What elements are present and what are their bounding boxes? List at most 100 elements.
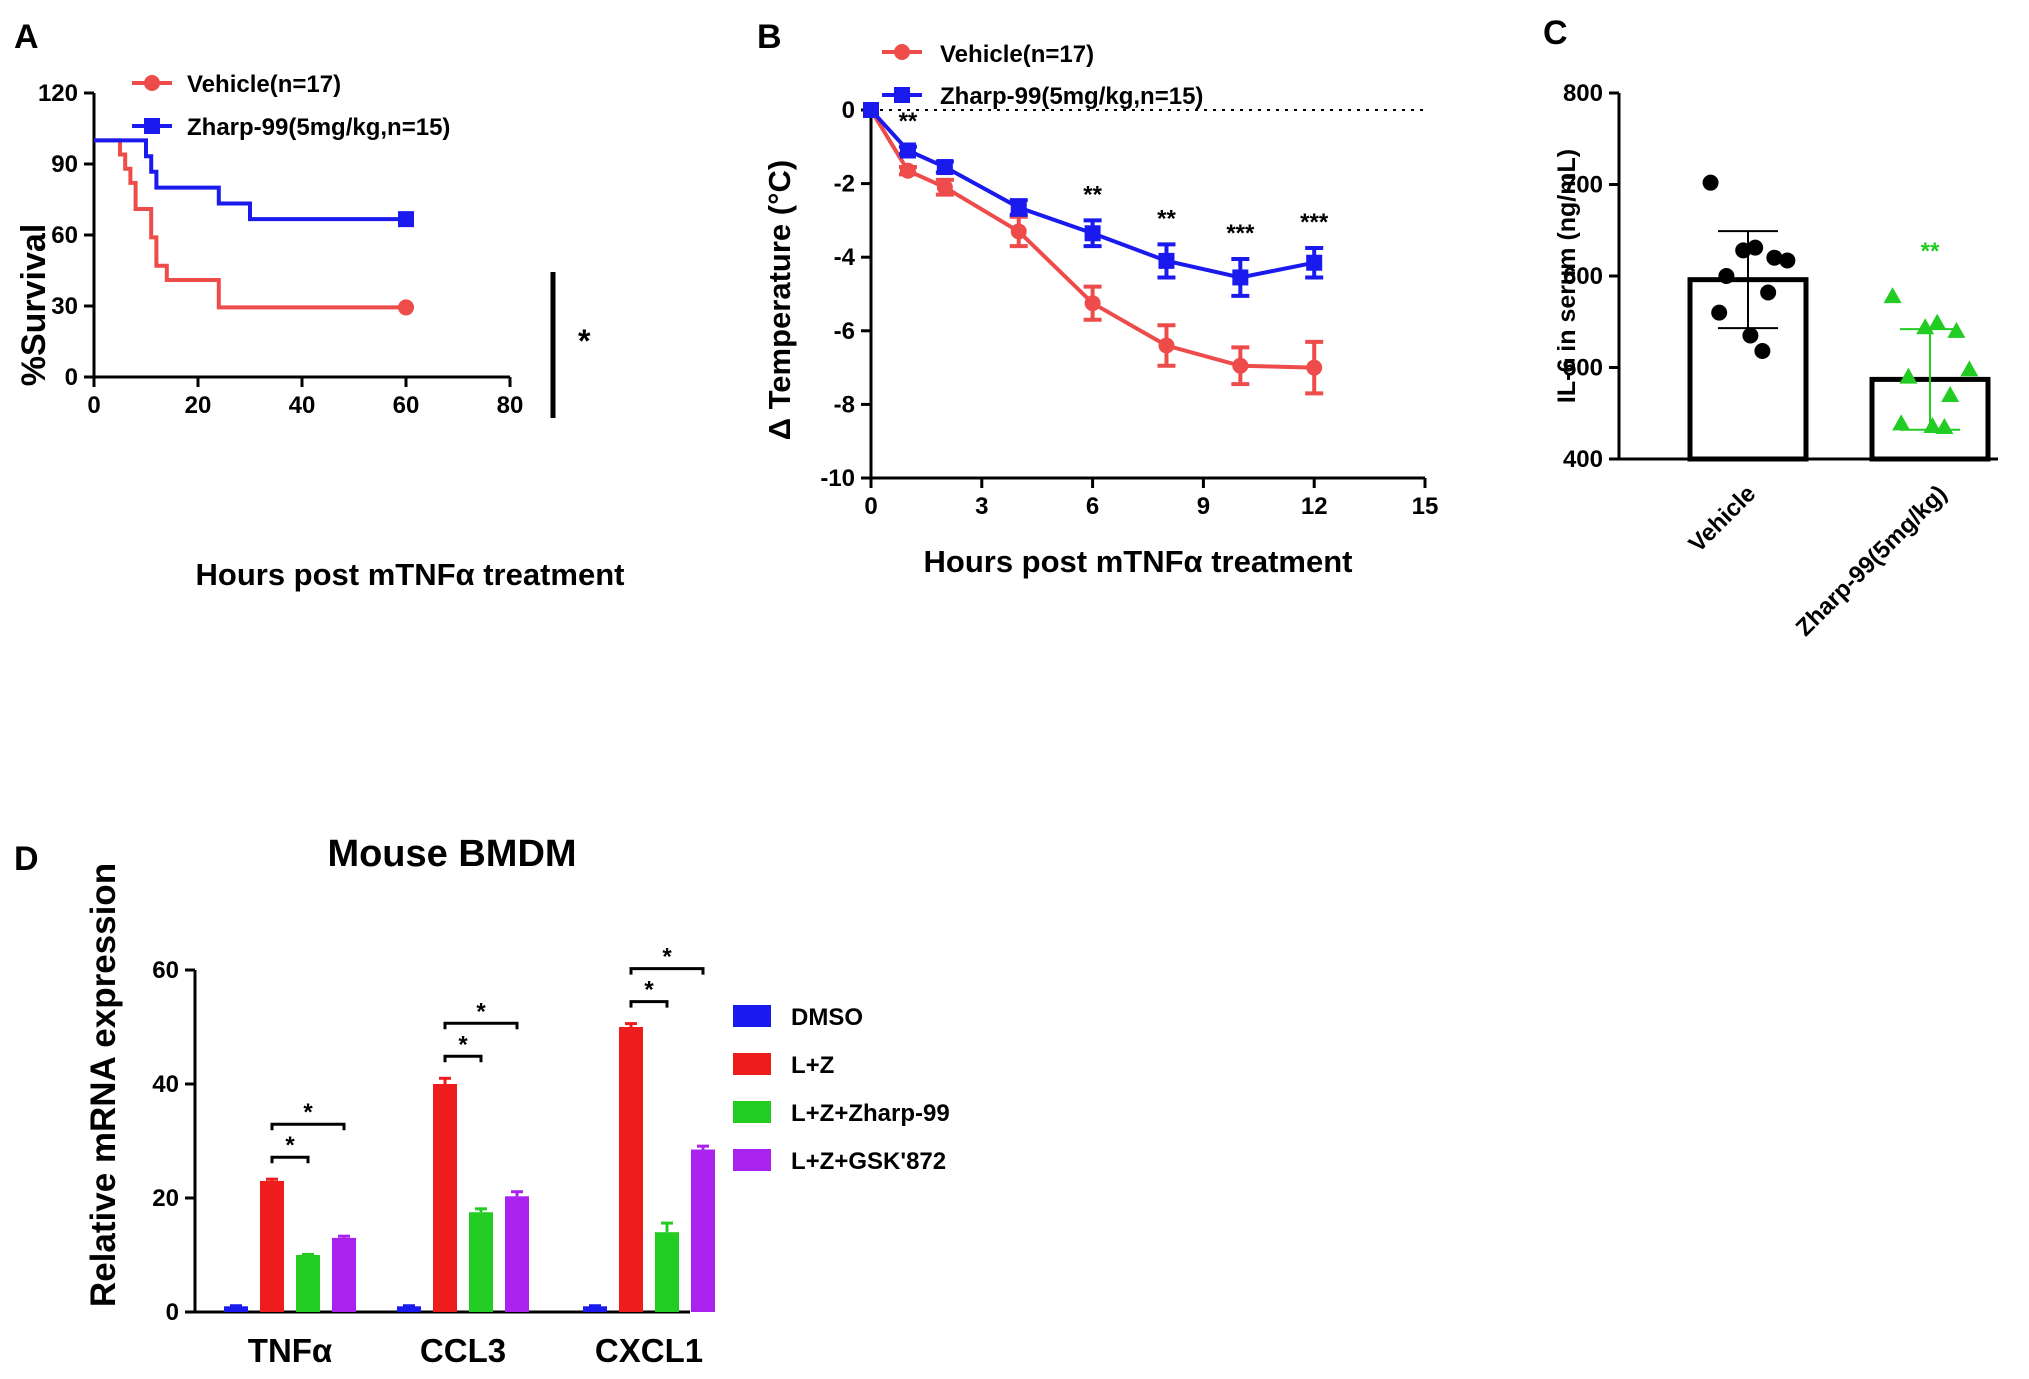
x-axis-title-b: Hours post mTNFα treatment (924, 544, 1353, 579)
survival-axes: 0 20 40 60 80 0 30 60 90 120 (38, 80, 523, 419)
data-point (1158, 252, 1175, 269)
legend-swatch-lz-zharp (733, 1101, 771, 1123)
data-point (1010, 223, 1027, 240)
legend-swatch-lz (733, 1053, 771, 1075)
data-point (1306, 359, 1323, 376)
significance-star: * (303, 1099, 313, 1126)
y-tick-label-d: 0 (166, 1299, 179, 1326)
y-tick-label-b: -10 (820, 465, 855, 492)
y-tick-label-a: 30 (51, 293, 78, 320)
data-point (1916, 318, 1935, 335)
legend-label-dmso: DMSO (791, 1004, 863, 1031)
legend-label-zharp-b: Zharp-99(5mg/kg,n=15) (940, 83, 1203, 110)
x-tick-label-a: 40 (289, 392, 316, 419)
data-point (1232, 357, 1249, 374)
y-tick-label-d: 60 (152, 957, 179, 984)
x-tick-label-b: 3 (975, 493, 988, 520)
legend-label-lz-gsk: L+Z+GSK'872 (791, 1148, 946, 1175)
category-label-zharp: Zharp-99(5mg/kg) (1791, 480, 1952, 641)
chart-title-d: Mouse BMDM (327, 833, 576, 875)
survival-end-marker (398, 211, 414, 228)
data-point (1883, 287, 1902, 304)
temperature-annotations: ********* *** (899, 108, 1329, 247)
data-point (1941, 385, 1960, 402)
temperature-chart: 0 3 6 9 12 150-2-4-6-8-10 ********* *** Vehicl… (762, 41, 1438, 579)
legend-label-lz: L+Z (791, 1052, 834, 1079)
data-point (1084, 225, 1101, 242)
significance-star: * (644, 977, 654, 1004)
x-tick-label-b: 12 (1301, 493, 1328, 520)
mrna-bar (332, 1237, 356, 1312)
data-point (1947, 321, 1966, 338)
legend-swatch-dmso (733, 1005, 771, 1027)
y-tick-label-b: -2 (834, 171, 855, 198)
data-point (1010, 199, 1027, 216)
y-axis-title-c: IL-6 in serum (ng/mL) (1553, 149, 1581, 403)
significance-bracket (443, 1054, 483, 1063)
x-tick-label-a: 0 (87, 392, 100, 419)
significance-annotation: ** (1157, 205, 1176, 232)
y-tick-label-a: 120 (38, 80, 78, 107)
il6-chart: 400 500 600 700 800 ** IL-6 in serum (ng/mL)… (1553, 80, 1998, 642)
category-label-d: TNFα (248, 1332, 332, 1369)
x-tick-label-b: 15 (1412, 493, 1439, 520)
data-point (1702, 174, 1719, 191)
data-point (1779, 252, 1796, 269)
significance-bracket (629, 1000, 669, 1008)
x-tick-label-a: 80 (497, 392, 524, 419)
data-point (1306, 254, 1323, 271)
mrna-bar (583, 1306, 607, 1312)
data-point (1735, 242, 1752, 259)
data-point (1760, 284, 1777, 301)
y-tick-label-c: 800 (1563, 80, 1603, 107)
y-tick-label-b: -6 (834, 318, 855, 345)
mrna-bar (224, 1306, 248, 1312)
data-point (1960, 360, 1979, 377)
panel-label-c: C (1543, 14, 1568, 52)
mrna-axes: 0 20 40 60 TNFα CCL3 CXCL1 (152, 957, 703, 1369)
legend-swatch-lz-gsk (733, 1149, 771, 1171)
significance-annotation: *** (1300, 209, 1329, 236)
data-point (863, 102, 879, 118)
mrna-bar (296, 1255, 320, 1312)
y-axis-title-d: Relative mRNA expression (84, 863, 123, 1307)
mrna-bar (655, 1232, 679, 1312)
x-axis-title-a: Hours post mTNFα treatment (196, 557, 625, 592)
data-point (1742, 327, 1759, 344)
mrna-chart: Mouse BMDM 0 20 40 60 TNFα CCL3 CXCL1 * * * * * * R… (84, 833, 950, 1369)
significance-bracket (443, 1021, 519, 1030)
data-point (1084, 295, 1101, 312)
survival-lines (94, 138, 414, 316)
x-tick-label-b: 0 (864, 493, 877, 520)
panel-label-d: D (14, 840, 39, 878)
temperature-lines (863, 102, 1324, 396)
significance-annotation: ** (1921, 238, 1940, 265)
significance-bracket (270, 1122, 346, 1131)
legend-marker-vehicle-b (894, 44, 910, 60)
data-point (1928, 313, 1947, 330)
mrna-bar (691, 1149, 715, 1312)
mrna-bar (397, 1306, 421, 1312)
panel-label-b: B (757, 18, 782, 56)
data-point (1718, 268, 1735, 284)
legend-label-zharp: Zharp-99(5mg/kg,n=15) (187, 114, 450, 141)
data-point (1899, 367, 1918, 384)
mrna-bars (224, 1022, 715, 1312)
category-label-d: CCL3 (420, 1332, 506, 1369)
mrna-bar (433, 1084, 457, 1312)
significance-annotation: ** (1083, 181, 1102, 208)
significance-star: * (476, 998, 486, 1025)
mrna-bar (469, 1212, 493, 1312)
il6-bars: ** (1687, 174, 1991, 462)
significance-star: * (458, 1031, 468, 1058)
x-tick-label-a: 20 (185, 392, 212, 419)
significance-annotation: ** (899, 108, 918, 135)
legend-marker-zharp (144, 118, 160, 134)
x-tick-label-b: 9 (1197, 493, 1210, 520)
data-point (1923, 417, 1942, 434)
significance-bracket (629, 967, 705, 975)
significance-bracket (270, 1155, 310, 1164)
significance-star: * (285, 1132, 295, 1159)
legend-label-vehicle-b: Vehicle(n=17) (940, 41, 1094, 68)
